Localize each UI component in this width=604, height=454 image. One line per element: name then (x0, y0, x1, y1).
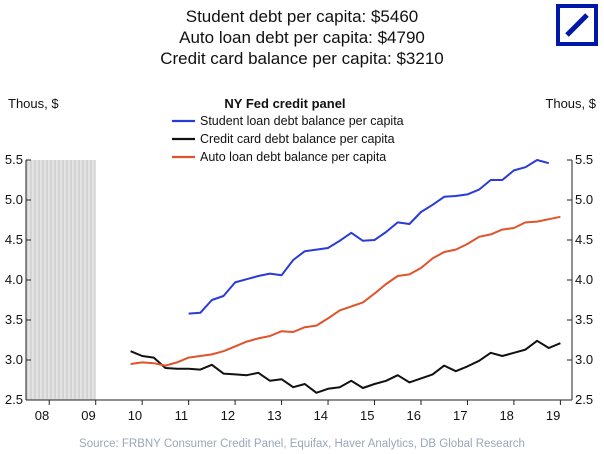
y-tick-label-left: 4.0 (5, 272, 23, 287)
series-line-auto-loan (130, 215, 561, 367)
x-tick-label: 19 (546, 408, 560, 423)
y-axis-label-right: Thous, $ (545, 96, 596, 111)
y-ticks: 2.5 2.5 3.0 3.0 3.5 3.5 4.0 4.0 4.5 4.5 5.0 5.0 5.5 5… (5, 152, 593, 407)
series-lines (130, 159, 561, 394)
headline: Student debt per capita: $5460 Auto loan… (0, 6, 604, 69)
legend-label-student: Student loan debt balance per capita (200, 114, 404, 128)
x-tick-label: 17 (453, 408, 467, 423)
series-line-credit-card (130, 339, 561, 394)
y-tick-label-left: 5.5 (5, 152, 23, 167)
y-tick-label-right: 3.5 (575, 312, 593, 327)
y-tick-label-right: 4.5 (575, 232, 593, 247)
x-tick-label: 16 (407, 408, 421, 423)
y-tick-label-right: 4.0 (575, 272, 593, 287)
x-tick-label: 09 (81, 408, 95, 423)
x-tick-label: 18 (499, 408, 513, 423)
y-tick-label-left: 5.0 (5, 192, 23, 207)
legend: Student loan debt balance per capita Cre… (172, 114, 404, 164)
y-tick-label-left: 4.5 (5, 232, 23, 247)
x-tick-label: 13 (267, 408, 281, 423)
y-tick-label-right: 2.5 (575, 392, 593, 407)
x-tick-label: 12 (221, 408, 235, 423)
y-tick-label-right: 5.5 (575, 152, 593, 167)
x-tick-label: 10 (128, 408, 142, 423)
x-tick-label: 14 (314, 408, 328, 423)
headline-auto-loan-debt: Auto loan debt per capita: $4790 (179, 28, 425, 47)
x-tick-label: 11 (175, 408, 189, 423)
legend-label-auto-loan: Auto loan debt balance per capita (200, 150, 386, 164)
logo-slash (565, 13, 589, 37)
x-tick-label: 08 (35, 408, 49, 423)
logo-frame (556, 4, 598, 46)
legend-label-credit-card: Credit card debt balance per capita (200, 132, 395, 146)
y-axis-label-left: Thous, $ (8, 96, 59, 111)
x-ticks: 08 09 10 11 12 13 14 15 16 17 18 19 (35, 400, 561, 423)
chart-title: NY Fed credit panel (224, 96, 345, 111)
y-tick-label-left: 3.5 (5, 312, 23, 327)
deutsche-bank-logo (556, 4, 598, 46)
headline-student-debt: Student debt per capita: $5460 (185, 7, 419, 26)
source-note: Source: FRBNY Consumer Credit Panel, Equ… (79, 438, 525, 450)
headline-credit-card-balance: Credit card balance per capita: $3210 (160, 49, 444, 68)
y-tick-label-left: 3.0 (5, 352, 23, 367)
series-line-student-loan (188, 159, 550, 315)
y-tick-label-left: 2.5 (5, 392, 23, 407)
x-tick-label: 15 (360, 408, 374, 423)
y-tick-label-right: 3.0 (575, 352, 593, 367)
y-tick-label-right: 5.0 (575, 192, 593, 207)
